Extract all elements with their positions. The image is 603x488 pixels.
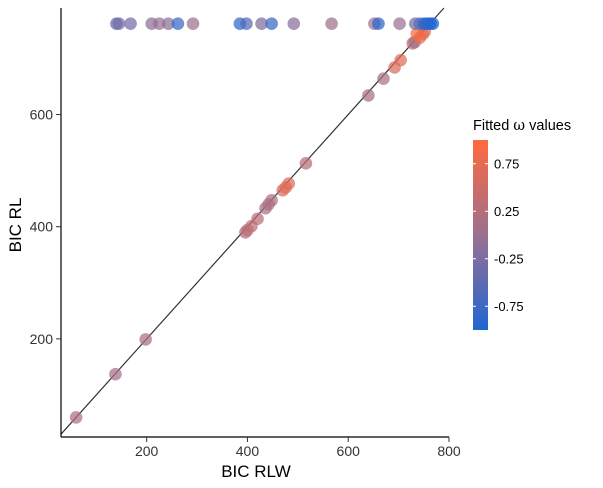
data-point (377, 72, 390, 85)
data-point (372, 17, 385, 31)
axes: 200 400 600 800 200 400 600 (30, 8, 461, 459)
y-tick-label: 400 (30, 219, 54, 235)
data-point (299, 157, 313, 170)
data-point (426, 17, 440, 31)
data-point (282, 177, 296, 190)
legend-tick-label: -0.25 (494, 251, 524, 266)
data-point (325, 17, 338, 31)
data-point (152, 17, 166, 31)
data-point (124, 17, 137, 31)
data-point (162, 17, 175, 31)
data-point (393, 17, 406, 31)
y-axis-title: BIC RL (6, 198, 25, 253)
color-legend: Fitted ω values 0.75 0.25 -0.25 -0.75 (473, 118, 571, 330)
data-point (362, 89, 375, 102)
y-tick-label: 200 (30, 331, 54, 347)
x-axis-title: BIC RLW (221, 462, 291, 481)
legend-title-suffix: values (525, 118, 571, 134)
legend-title-prefix: Fitted (473, 118, 513, 134)
data-point (109, 367, 122, 381)
data-point (287, 17, 301, 31)
legend-title-symbol: ω (513, 118, 525, 134)
y-tick-label: 600 (30, 107, 54, 123)
legend-tick-label: 0.25 (494, 204, 519, 219)
data-point (112, 17, 126, 31)
data-point (410, 27, 424, 41)
data-point (186, 17, 200, 31)
legend-tick-label: 0.75 (494, 156, 519, 171)
data-point (240, 17, 253, 31)
x-tick-label: 400 (236, 443, 260, 459)
data-point (69, 411, 83, 424)
data-point (251, 212, 264, 226)
data-point (394, 53, 407, 67)
legend-color-bar (473, 140, 488, 330)
legend-title: Fitted ω values (473, 118, 571, 134)
data-point (171, 17, 185, 31)
data-point (139, 333, 152, 346)
data-point (265, 194, 278, 207)
legend-tick-label: -0.75 (494, 299, 524, 314)
data-point (255, 17, 268, 31)
x-tick-label: 600 (337, 443, 361, 459)
legend-ticks: 0.75 0.25 -0.25 -0.75 (473, 156, 524, 314)
points-layer (69, 17, 440, 424)
x-tick-label: 200 (135, 443, 159, 459)
data-point (265, 17, 278, 31)
x-tick-label: 800 (437, 443, 461, 459)
